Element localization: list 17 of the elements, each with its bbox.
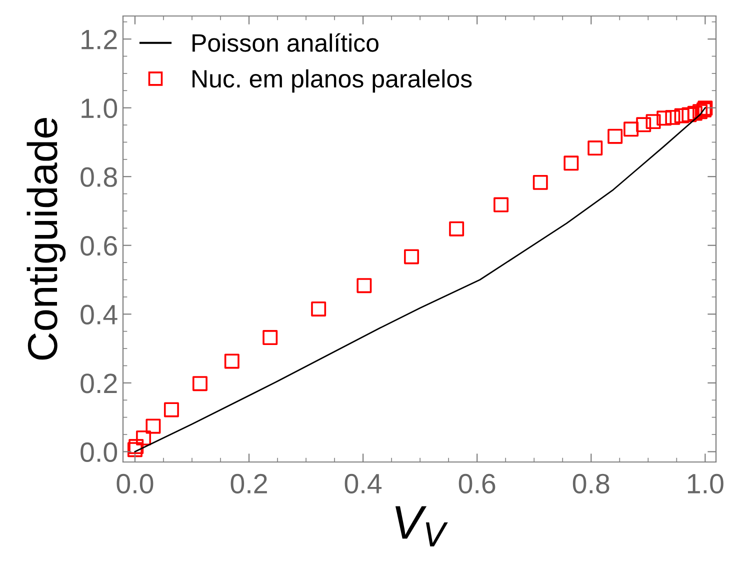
x-tick-label: 0.2	[230, 474, 267, 494]
y-tick-label: 0.8	[80, 167, 117, 187]
x-tick-label: 0.4	[344, 474, 382, 494]
x-tick-label: 1.0	[688, 474, 724, 494]
x-tick-label: 0.6	[458, 474, 496, 494]
x-tick-label: 0.8	[572, 474, 610, 494]
y-tick-label: 0.2	[80, 374, 117, 394]
y-tick-label: 0.4	[80, 304, 118, 324]
x-tick-label: 0.0	[116, 474, 154, 494]
y-tick-label: 1.2	[82, 30, 117, 50]
y-axis-title: Contiguidade	[26, 118, 66, 360]
legend-label: Nuc. em planos paralelos	[192, 69, 472, 93]
y-tick-label: 1.0	[82, 98, 118, 118]
x-axis-title: V$_{V}$	[395, 506, 448, 546]
legend-label: Poisson analítico	[192, 33, 378, 52]
y-tick-label: 0.6	[80, 236, 117, 256]
y-tick-label: 0.0	[80, 442, 118, 462]
